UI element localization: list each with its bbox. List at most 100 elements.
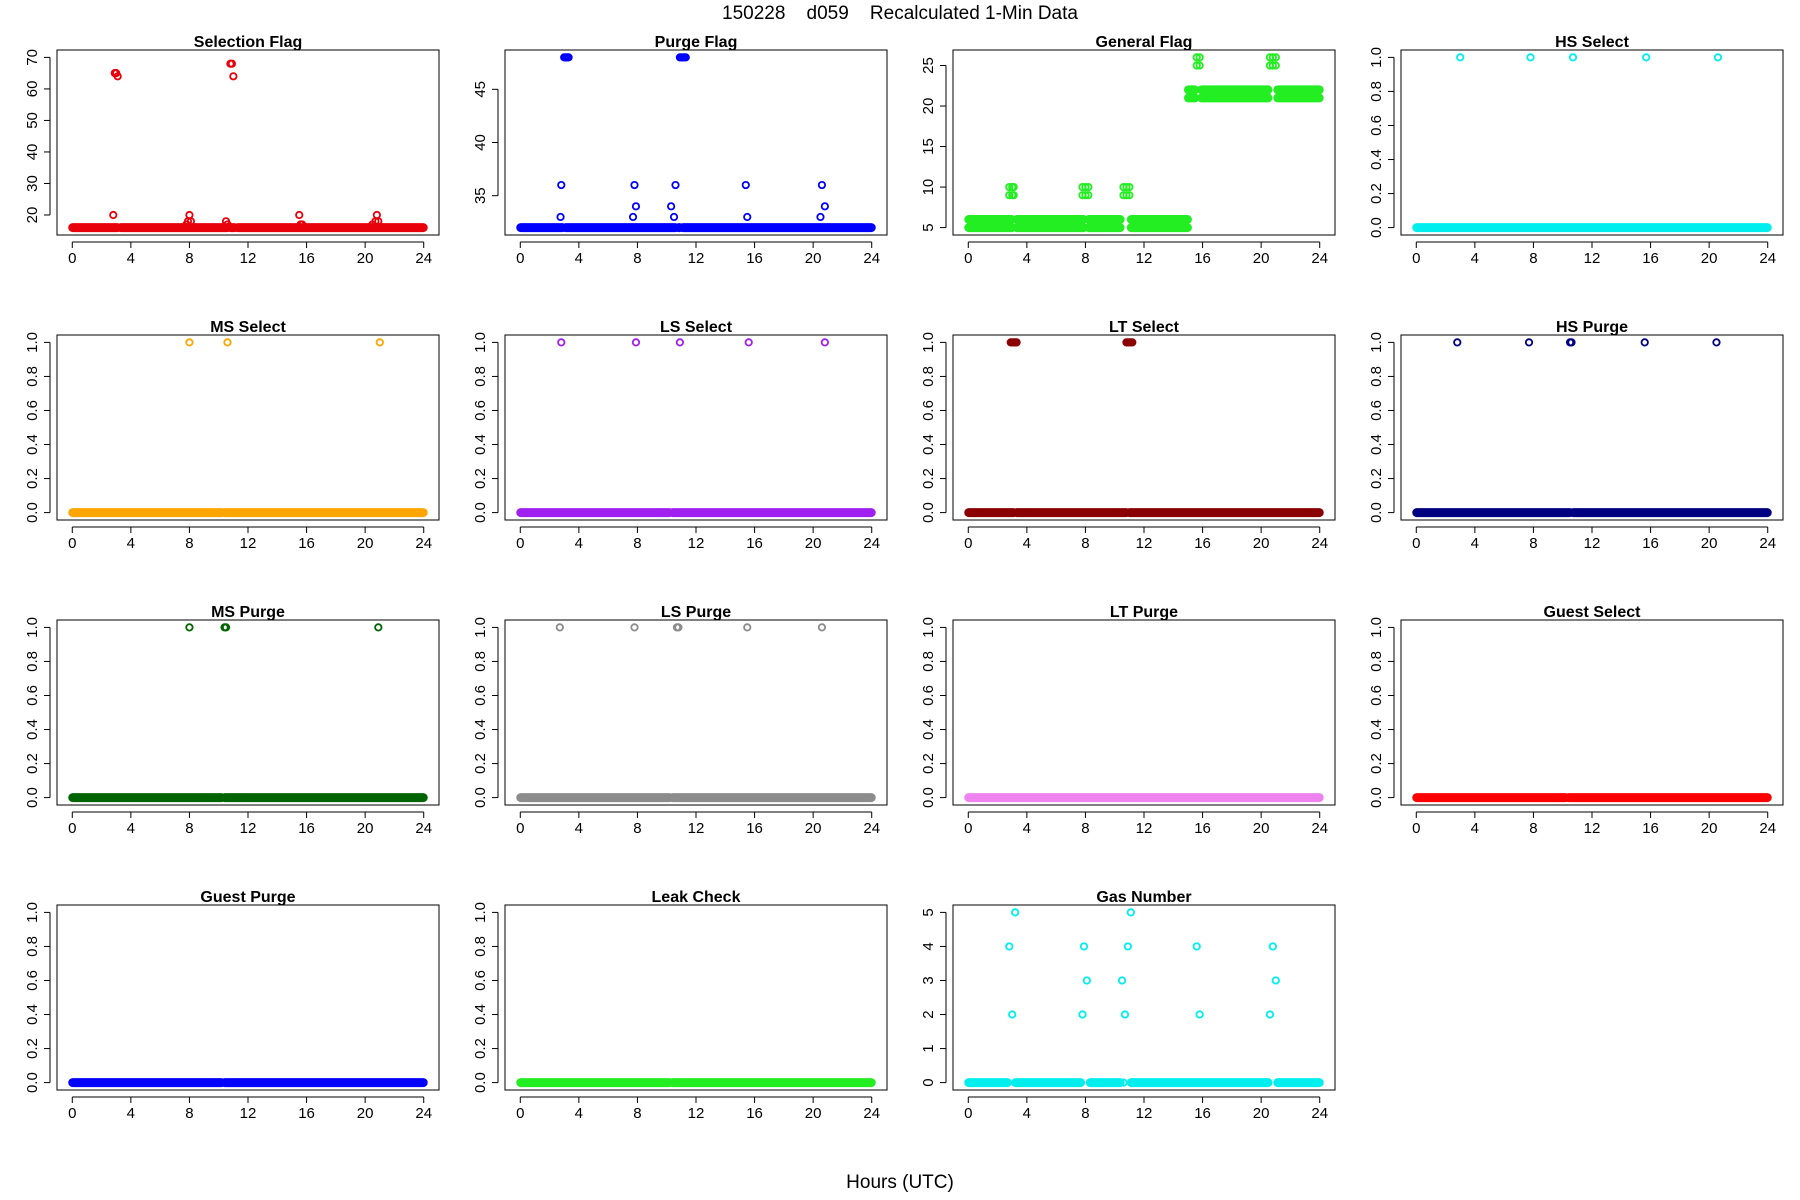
data-point — [1005, 942, 1014, 951]
panel-hs-purge: HS Purge 0 4 8 12 16 20 24 0.0 0.2 0.4 0.6 0.8 1.0 — [1368, 319, 1784, 552]
x-tick-label: 24 — [1311, 820, 1328, 837]
x-tick-label: 24 — [415, 250, 432, 267]
data-point — [741, 180, 750, 190]
data-band — [68, 223, 122, 233]
data-point — [1195, 53, 1204, 62]
data-point — [557, 180, 566, 190]
x-tick-label: 8 — [1529, 820, 1537, 837]
panel-title: Guest Purge — [200, 889, 295, 906]
data-band — [668, 1078, 876, 1088]
y-tick-label: 0.4 — [920, 434, 937, 455]
y-tick-label: 0.2 — [472, 468, 489, 489]
x-tick-label: 0 — [516, 1105, 524, 1122]
x-tick-label: 24 — [1759, 820, 1776, 837]
data-band — [1012, 223, 1088, 233]
x-tick-label: 24 — [415, 820, 432, 837]
x-tick-label: 8 — [1529, 535, 1537, 552]
x-tick-label: 12 — [1136, 820, 1153, 837]
data-band — [220, 793, 428, 803]
data-band — [1011, 1078, 1086, 1088]
data-point — [1012, 338, 1021, 347]
x-tick-label: 8 — [633, 250, 641, 267]
x-tick-label: 24 — [415, 1105, 432, 1122]
y-tick-label: 0.2 — [24, 1038, 41, 1059]
x-tick-label: 12 — [1136, 535, 1153, 552]
data-band — [220, 508, 428, 518]
panel-lt-purge: LT Purge 0 4 8 12 16 20 24 0.0 0.2 0.4 0.6 0.8 1.0 — [920, 604, 1336, 837]
x-tick-label: 12 — [240, 1105, 257, 1122]
x-tick-label: 12 — [240, 820, 257, 837]
y-tick-label: 0.2 — [1368, 468, 1385, 489]
panel-ls-purge: LS Purge 0 4 8 12 16 20 24 0.0 0.2 0.4 0.6 0.8 1.0 — [472, 604, 888, 837]
x-tick-label: 16 — [1194, 535, 1211, 552]
data-point — [298, 220, 307, 229]
data-series — [964, 53, 1324, 233]
panel-selection-flag: Selection Flag 0 4 8 12 16 20 24 20 30 40 50 60 70 — [24, 34, 440, 267]
data-point — [375, 338, 384, 347]
data-band — [964, 1078, 1012, 1088]
x-tick-label: 20 — [805, 250, 822, 267]
y-tick-label: 0.6 — [1368, 115, 1385, 136]
data-point — [1195, 1010, 1204, 1019]
data-point — [1008, 1010, 1017, 1019]
data-point — [1192, 53, 1201, 62]
data-point — [1082, 976, 1091, 985]
x-tick-label: 12 — [1584, 250, 1601, 267]
data-point — [817, 623, 827, 632]
data-band — [116, 223, 232, 233]
x-tick-label: 4 — [1471, 250, 1479, 267]
panel-purge-flag: Purge Flag 0 4 8 12 16 20 24 35 40 45 — [472, 34, 888, 267]
y-tick-label: 0.0 — [920, 787, 937, 808]
x-tick-label: 8 — [633, 1105, 641, 1122]
x-axis: 0 4 8 12 16 20 24 — [516, 1096, 880, 1122]
data-point — [631, 338, 641, 347]
data-point — [631, 202, 641, 211]
panel-general-flag: General Flag 0 4 8 12 16 20 24 5 10 15 20 25 — [920, 34, 1336, 267]
data-point — [186, 217, 195, 226]
data-point — [556, 212, 565, 222]
y-axis: 0.0 0.2 0.4 0.6 0.8 1.0 — [1368, 332, 1395, 523]
x-axis: 0 4 8 12 16 20 24 — [68, 1096, 432, 1122]
data-point — [1568, 53, 1578, 62]
data-band — [220, 1078, 428, 1088]
data-point — [817, 180, 827, 190]
data-point — [1081, 191, 1090, 200]
data-point — [1079, 942, 1089, 951]
panel-title: Gas Number — [1096, 889, 1191, 906]
panel-leak-check: Leak Check 0 4 8 12 16 20 24 0.0 0.2 0.4 0.6 0.8 1.0 — [472, 889, 888, 1122]
data-band — [1183, 85, 1200, 95]
data-point — [1192, 942, 1201, 951]
data-point — [185, 623, 194, 632]
data-point — [1453, 338, 1462, 347]
data-point — [675, 338, 684, 347]
y-tick-label: 0.6 — [472, 685, 489, 706]
data-point — [744, 338, 753, 347]
y-tick-label: 0.0 — [472, 502, 489, 523]
panel-title: LS Purge — [661, 604, 731, 621]
data-series — [68, 1078, 428, 1088]
data-point — [1192, 61, 1201, 70]
y-tick-label: 0.6 — [920, 685, 937, 706]
data-point — [1456, 53, 1465, 62]
x-tick-label: 8 — [1081, 820, 1089, 837]
y-tick-label: 0.8 — [24, 651, 41, 672]
x-tick-label: 16 — [746, 535, 763, 552]
data-point — [557, 338, 566, 347]
data-series — [516, 623, 876, 803]
y-tick-label: 40 — [24, 144, 41, 161]
y-tick-label: 30 — [24, 175, 41, 192]
y-axis: 0.0 0.2 0.4 0.6 0.8 1.0 — [472, 902, 499, 1093]
y-tick-label: 0.8 — [24, 366, 41, 387]
data-point — [630, 180, 639, 190]
data-band — [516, 793, 674, 803]
x-tick-label: 20 — [357, 250, 374, 267]
plot-frame — [56, 334, 440, 521]
x-tick-label: 20 — [357, 820, 374, 837]
data-point — [1195, 61, 1204, 70]
y-tick-label: 0.8 — [1368, 81, 1385, 102]
data-band — [1126, 223, 1192, 233]
data-point — [185, 210, 194, 220]
y-tick-label: 0.6 — [24, 400, 41, 421]
x-tick-label: 8 — [633, 820, 641, 837]
data-band — [1084, 214, 1125, 224]
